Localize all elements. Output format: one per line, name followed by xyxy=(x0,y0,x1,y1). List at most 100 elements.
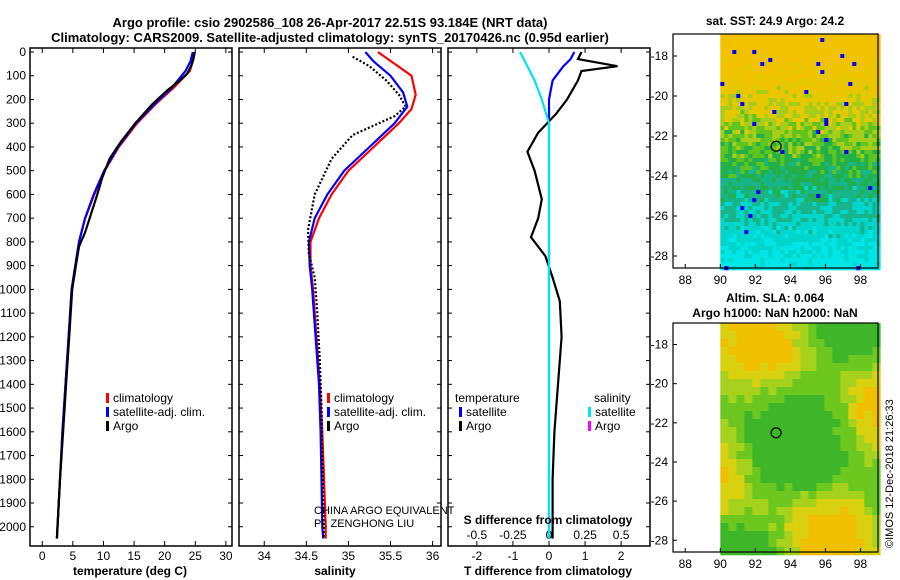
map-cell xyxy=(772,210,777,215)
map-cell xyxy=(784,202,789,207)
map-cell xyxy=(816,50,821,55)
map-cell xyxy=(820,190,825,195)
depth-tick-label: 1800 xyxy=(0,472,26,486)
map-cell xyxy=(772,114,777,119)
map-cell xyxy=(848,190,853,195)
map-cell xyxy=(844,218,849,223)
depth-tick-label: 1400 xyxy=(0,377,26,391)
map-cell xyxy=(784,130,789,135)
map-cell xyxy=(840,90,845,95)
map-cell xyxy=(788,50,793,55)
map-cell xyxy=(864,158,869,163)
map-cell xyxy=(732,70,737,75)
map-cell xyxy=(836,114,841,119)
map-cell xyxy=(740,238,745,243)
map-cell xyxy=(848,90,853,95)
map-cell xyxy=(804,234,809,239)
map-cell xyxy=(788,182,793,187)
map-cell xyxy=(820,150,825,155)
legend-swatch-t-satellite xyxy=(459,407,462,417)
map-cell xyxy=(784,70,789,75)
map-cell xyxy=(744,146,749,151)
map-cell xyxy=(732,142,737,147)
map-cell xyxy=(720,258,725,263)
map-cell xyxy=(812,194,817,199)
map-cell xyxy=(768,443,777,452)
map-cell xyxy=(788,110,793,115)
map-cell xyxy=(824,94,829,99)
map-cell xyxy=(792,150,797,155)
map-cell xyxy=(732,122,737,127)
map-cell xyxy=(736,34,741,39)
map-cell xyxy=(720,54,725,59)
map-cell xyxy=(768,118,773,123)
map-cell xyxy=(872,246,877,251)
map-cell xyxy=(792,435,801,444)
map-cell xyxy=(720,491,729,500)
map-cell xyxy=(856,142,861,147)
map-cell xyxy=(804,70,809,75)
map-cell xyxy=(792,206,797,211)
map-cell xyxy=(868,174,873,179)
map-cell xyxy=(740,166,745,171)
map-cell xyxy=(768,254,773,259)
map-cell xyxy=(832,182,837,187)
map-cell xyxy=(792,214,797,219)
map-cell xyxy=(848,102,853,107)
map-cell xyxy=(836,94,841,99)
map-cell xyxy=(844,214,849,219)
map-cell xyxy=(732,206,737,211)
map-cell xyxy=(720,222,725,227)
map-cell xyxy=(736,130,741,135)
depth-tick-label: 200 xyxy=(6,92,26,106)
map-cell xyxy=(840,451,849,460)
map-cell xyxy=(728,158,733,163)
map-cell xyxy=(756,58,761,63)
map-cell xyxy=(764,158,769,163)
map-cell xyxy=(804,86,809,91)
map-cell xyxy=(856,363,865,372)
map-cell xyxy=(864,146,869,151)
map-cell xyxy=(844,70,849,75)
map-cell xyxy=(836,42,841,47)
map-cell xyxy=(740,186,745,191)
map-cell xyxy=(804,118,809,123)
map-cell xyxy=(844,230,849,235)
map-cell xyxy=(820,254,825,259)
map-cell xyxy=(752,242,757,247)
map-cell xyxy=(748,98,753,103)
map-cell xyxy=(720,174,725,179)
map-cell xyxy=(824,66,829,71)
map-cell xyxy=(800,435,809,444)
map-cell xyxy=(744,114,749,119)
map-cell xyxy=(720,531,729,540)
map-cell xyxy=(872,70,877,75)
map-cell xyxy=(868,214,873,219)
map-cell xyxy=(856,226,861,231)
map-cell xyxy=(800,539,809,548)
map-cell xyxy=(832,54,837,59)
map-cell xyxy=(872,523,881,532)
map-cell xyxy=(760,411,769,420)
map-cell xyxy=(788,34,793,39)
map-cell xyxy=(752,443,761,452)
map-cell xyxy=(720,74,725,79)
map-cell xyxy=(852,230,857,235)
map-cell xyxy=(840,262,845,267)
map-cell xyxy=(836,178,841,183)
map-cell xyxy=(824,194,829,199)
map-cell xyxy=(792,110,797,115)
map-cell xyxy=(804,34,809,39)
map-cell xyxy=(784,226,789,231)
map-cell xyxy=(728,539,737,548)
map-cell xyxy=(868,134,873,139)
map-cell xyxy=(768,158,773,163)
map-cell xyxy=(820,110,825,115)
map-cell xyxy=(784,339,793,348)
map-cell xyxy=(840,198,845,203)
map-cell xyxy=(788,86,793,91)
map-cell xyxy=(824,82,829,87)
map-cell xyxy=(800,126,805,131)
map-cell xyxy=(800,218,805,223)
map-cell xyxy=(772,182,777,187)
